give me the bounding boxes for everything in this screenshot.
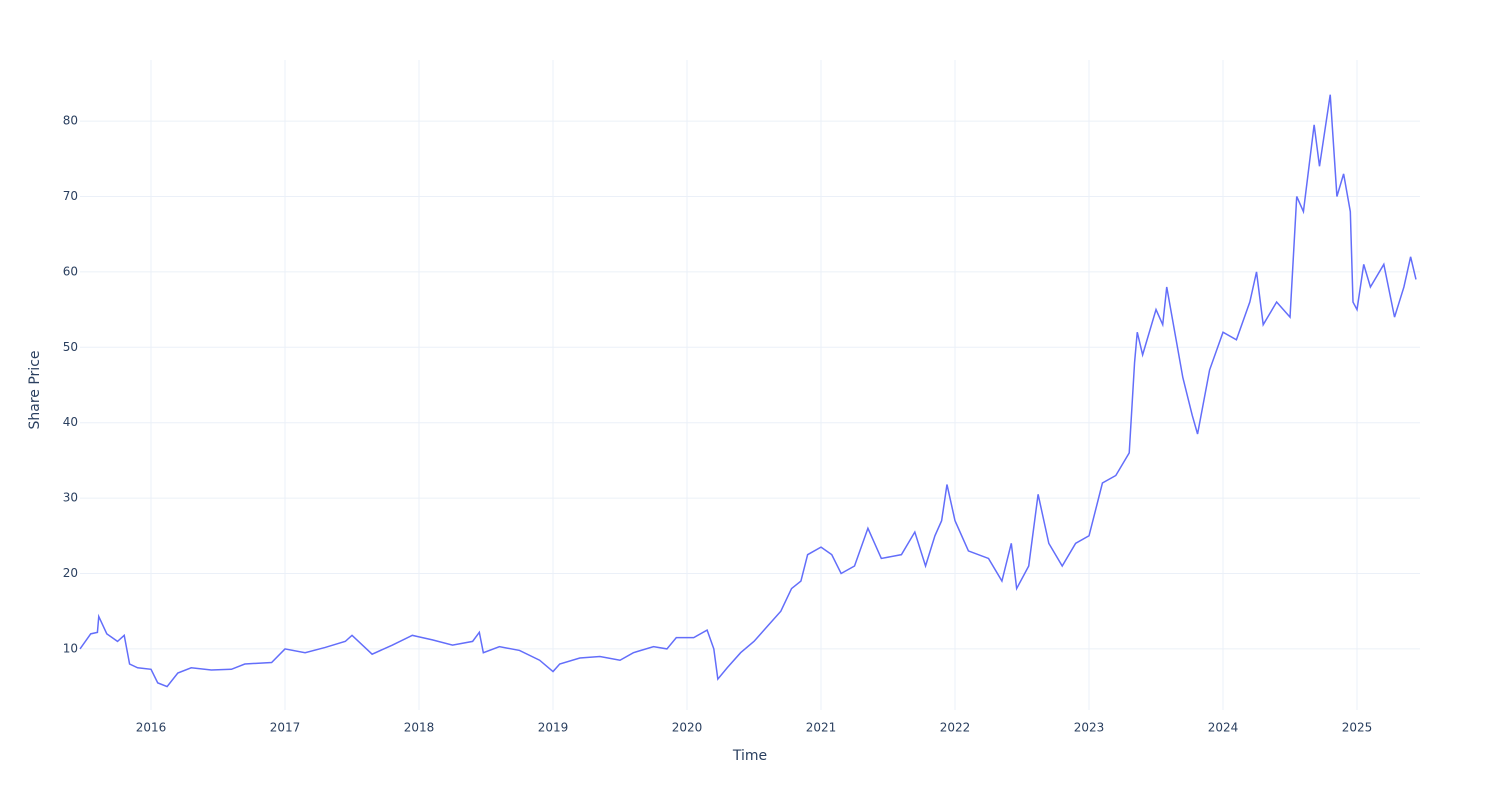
y-tick-label: 40 <box>63 415 78 429</box>
y-tick-label: 60 <box>63 264 78 278</box>
y-tick-label: 80 <box>63 114 78 128</box>
x-tick-label: 2018 <box>404 721 435 735</box>
x-tick-label: 2016 <box>136 721 167 735</box>
y-tick-label: 50 <box>63 340 78 354</box>
x-tick-label: 2025 <box>1342 721 1373 735</box>
y-tick-label: 70 <box>63 189 78 203</box>
x-tick-label: 2019 <box>538 721 569 735</box>
y-tick-label: 10 <box>63 641 78 655</box>
line <box>79 94 1417 688</box>
x-tick-label: 2017 <box>270 721 301 735</box>
y-tick-label: 30 <box>63 491 78 505</box>
y-axis-label: Share Price <box>27 350 43 429</box>
x-tick-label: 2020 <box>672 721 703 735</box>
x-tick-label: 2022 <box>940 721 971 735</box>
x-tick-label: 2024 <box>1208 721 1239 735</box>
x-tick-label: 2023 <box>1074 721 1105 735</box>
y-tick-label: 20 <box>63 566 78 580</box>
x-axis-label: Time <box>732 748 767 764</box>
x-tick-label: 2021 <box>806 721 837 735</box>
